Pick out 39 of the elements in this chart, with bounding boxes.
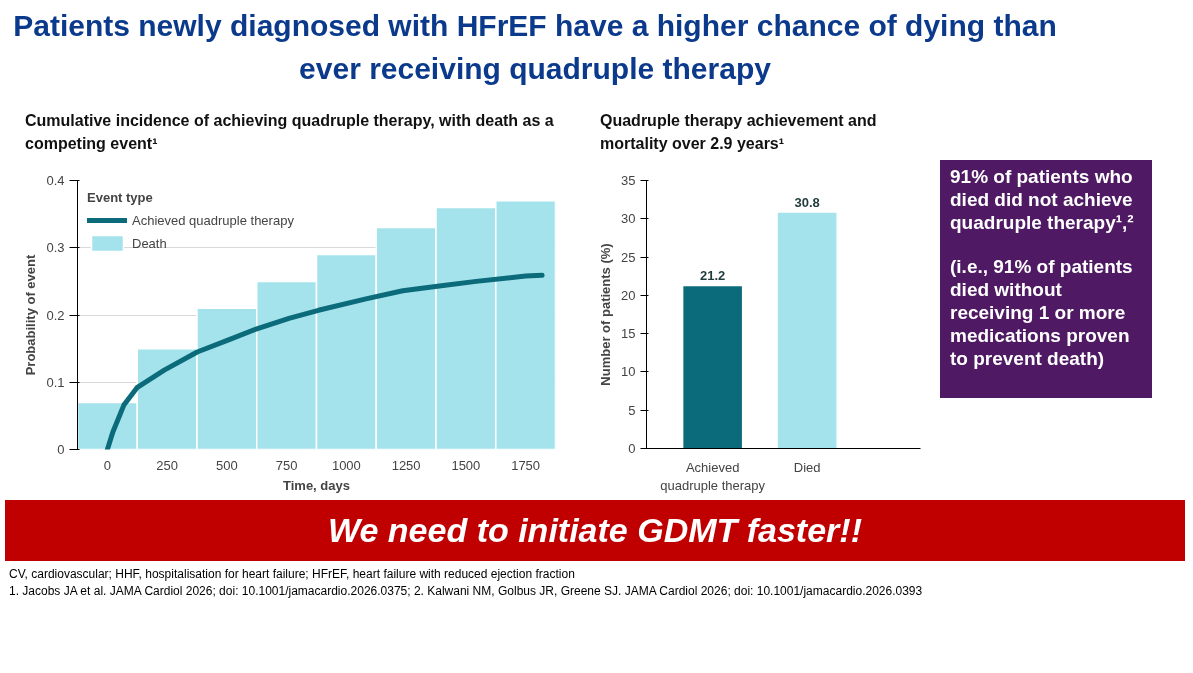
y-tick-label: 0.4 bbox=[46, 173, 65, 188]
text: CV, cardiovascular; HHF, hospitalisation for heart failure; HFrEF, heart failure with reduced ejection fraction bbox=[9, 566, 576, 583]
y-tick-label: 0.2 bbox=[46, 307, 65, 323]
data-label: 21.2 bbox=[699, 268, 726, 284]
x-tick-label: 1000 bbox=[331, 457, 361, 473]
x-tick-label: Achieved quadruple therapy bbox=[660, 459, 766, 493]
chart-title: Cumulative incidence of achieving quadruple therapy, with death as a competing event¹ bbox=[25, 111, 555, 154]
y-tick-label: 35 bbox=[621, 173, 636, 188]
x-tick-label: 1750 bbox=[511, 457, 541, 473]
legend-title: Event type bbox=[87, 190, 154, 205]
y-tick-label: 5 bbox=[628, 402, 636, 418]
legend-label: Death bbox=[132, 235, 167, 251]
y-tick-label: 10 bbox=[621, 364, 636, 380]
x-tick-label: 1250 bbox=[391, 457, 421, 473]
y-tick-label: 0.1 bbox=[46, 374, 65, 390]
text: 91% of patients who died did not achieve quadruple therapy¹,² bbox=[950, 166, 1135, 235]
y-tick-label: 20 bbox=[621, 287, 636, 303]
y-tick-label: 25 bbox=[621, 249, 636, 265]
y-axis-title: Number of patients (%) bbox=[598, 243, 614, 386]
y-tick-label: 30 bbox=[621, 211, 636, 227]
x-axis-title: Time, days bbox=[283, 477, 350, 493]
x-tick-label: 0 bbox=[103, 457, 111, 473]
y-tick-label: 15 bbox=[621, 326, 636, 342]
x-tick-label: 750 bbox=[275, 457, 298, 473]
y-tick-label: 0.3 bbox=[46, 240, 65, 256]
text: We need to initiate GDMT faster!! bbox=[5, 500, 1185, 561]
x-tick-label: 1500 bbox=[451, 457, 481, 473]
y-axis-title: Probability of event bbox=[23, 254, 39, 376]
x-tick-label: 500 bbox=[216, 457, 238, 473]
x-tick-label: Died bbox=[793, 459, 821, 475]
text: Patients newly diagnosed with HFrEF have a higher chance of dying than ever receiving quadruple therapy bbox=[12, 8, 1058, 87]
y-tick-label: 0 bbox=[57, 442, 65, 457]
legend-label: Achieved quadruple therapy bbox=[132, 212, 294, 228]
y-tick-label: 0 bbox=[628, 441, 636, 456]
text: (i.e., 91% of patients died without receiving 1 or more medications proven to prevent death) bbox=[950, 256, 1134, 371]
data-label: 30.8 bbox=[794, 194, 820, 210]
chart-title: Quadruple therapy achievement and mortality over 2.9 years¹ bbox=[600, 111, 878, 154]
x-tick-label: 250 bbox=[156, 457, 178, 473]
text: 1. Jacobs JA et al. JAMA Cardiol 2026; doi: 10.1001/jamacardio.2026.0375; 2. Kalwani NM, Golbus JR, Greene SJ. JAMA Cardiol 2026; doi: 10.1001/jamacardio.2026.0393 bbox=[9, 583, 923, 601]
